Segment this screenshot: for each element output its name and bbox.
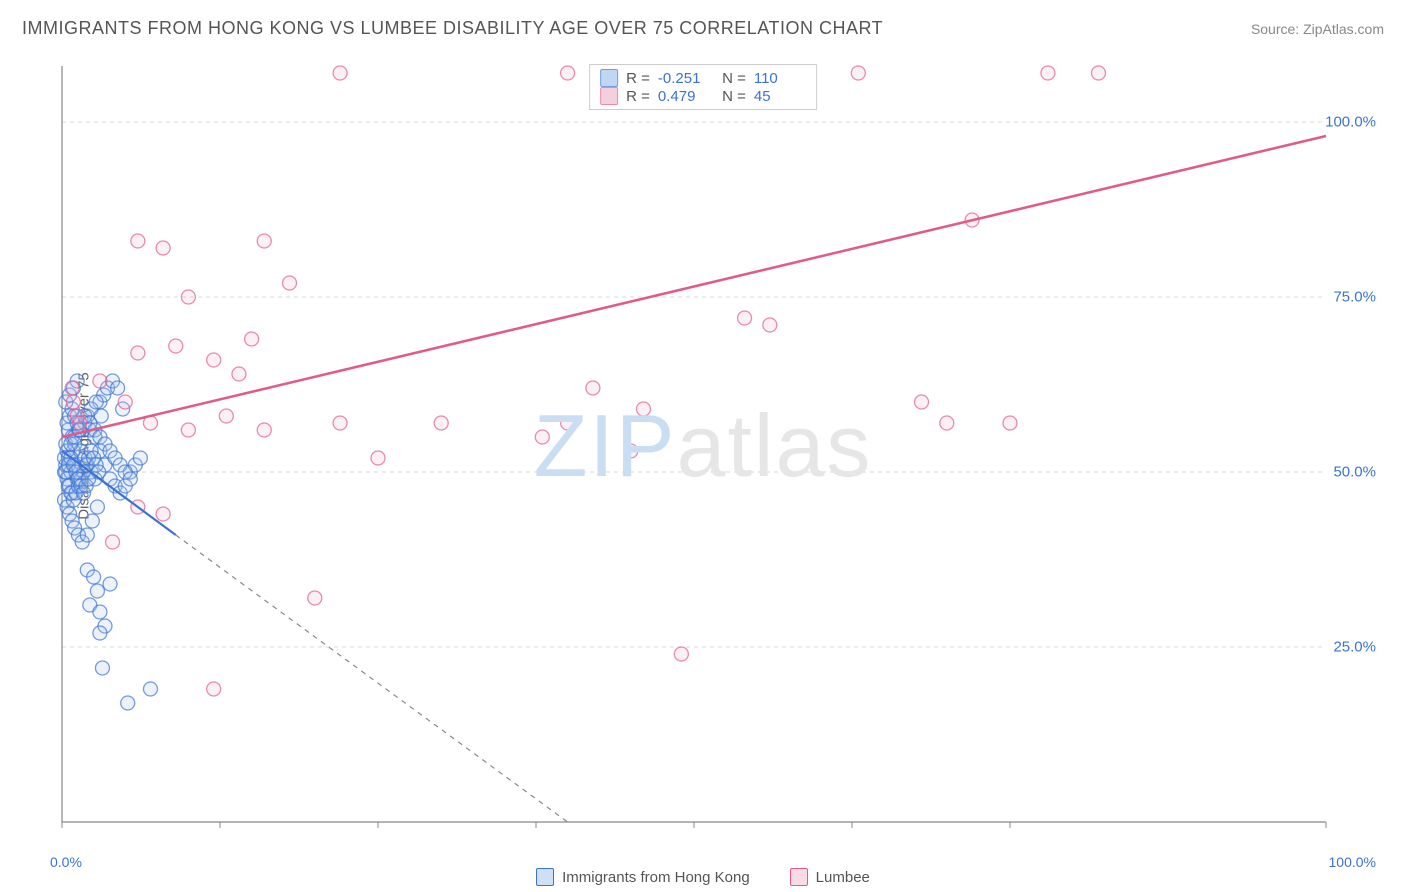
y-tick-label: 100.0% bbox=[1325, 114, 1376, 131]
legend-swatch-hk-icon bbox=[536, 868, 554, 886]
r-value-lumbee: 0.479 bbox=[658, 88, 710, 105]
legend-label-hk: Immigrants from Hong Kong bbox=[562, 869, 750, 886]
y-tick-label: 25.0% bbox=[1333, 639, 1376, 656]
r-value-hk: -0.251 bbox=[658, 70, 710, 87]
legend-swatch-lumbee bbox=[600, 87, 618, 105]
series-legend: Immigrants from Hong Kong Lumbee bbox=[0, 868, 1406, 886]
chart-area bbox=[50, 60, 1386, 852]
scatter-chart bbox=[50, 60, 1386, 852]
y-tick-label: 75.0% bbox=[1333, 289, 1376, 306]
legend-row-hk: R = -0.251 N = 110 bbox=[600, 69, 806, 87]
legend-row-lumbee: R = 0.479 N = 45 bbox=[600, 87, 806, 105]
chart-title: IMMIGRANTS FROM HONG KONG VS LUMBEE DISA… bbox=[22, 18, 883, 39]
source-label: Source: ZipAtlas.com bbox=[1251, 21, 1384, 37]
legend-label-lumbee: Lumbee bbox=[816, 869, 870, 886]
correlation-legend: R = -0.251 N = 110 R = 0.479 N = 45 bbox=[589, 64, 817, 110]
legend-swatch-lumbee-icon bbox=[790, 868, 808, 886]
n-value-hk: 110 bbox=[754, 70, 806, 87]
legend-item-lumbee: Lumbee bbox=[790, 868, 870, 886]
n-value-lumbee: 45 bbox=[754, 88, 806, 105]
legend-item-hk: Immigrants from Hong Kong bbox=[536, 868, 750, 886]
y-tick-label: 50.0% bbox=[1333, 464, 1376, 481]
legend-swatch-hk bbox=[600, 69, 618, 87]
